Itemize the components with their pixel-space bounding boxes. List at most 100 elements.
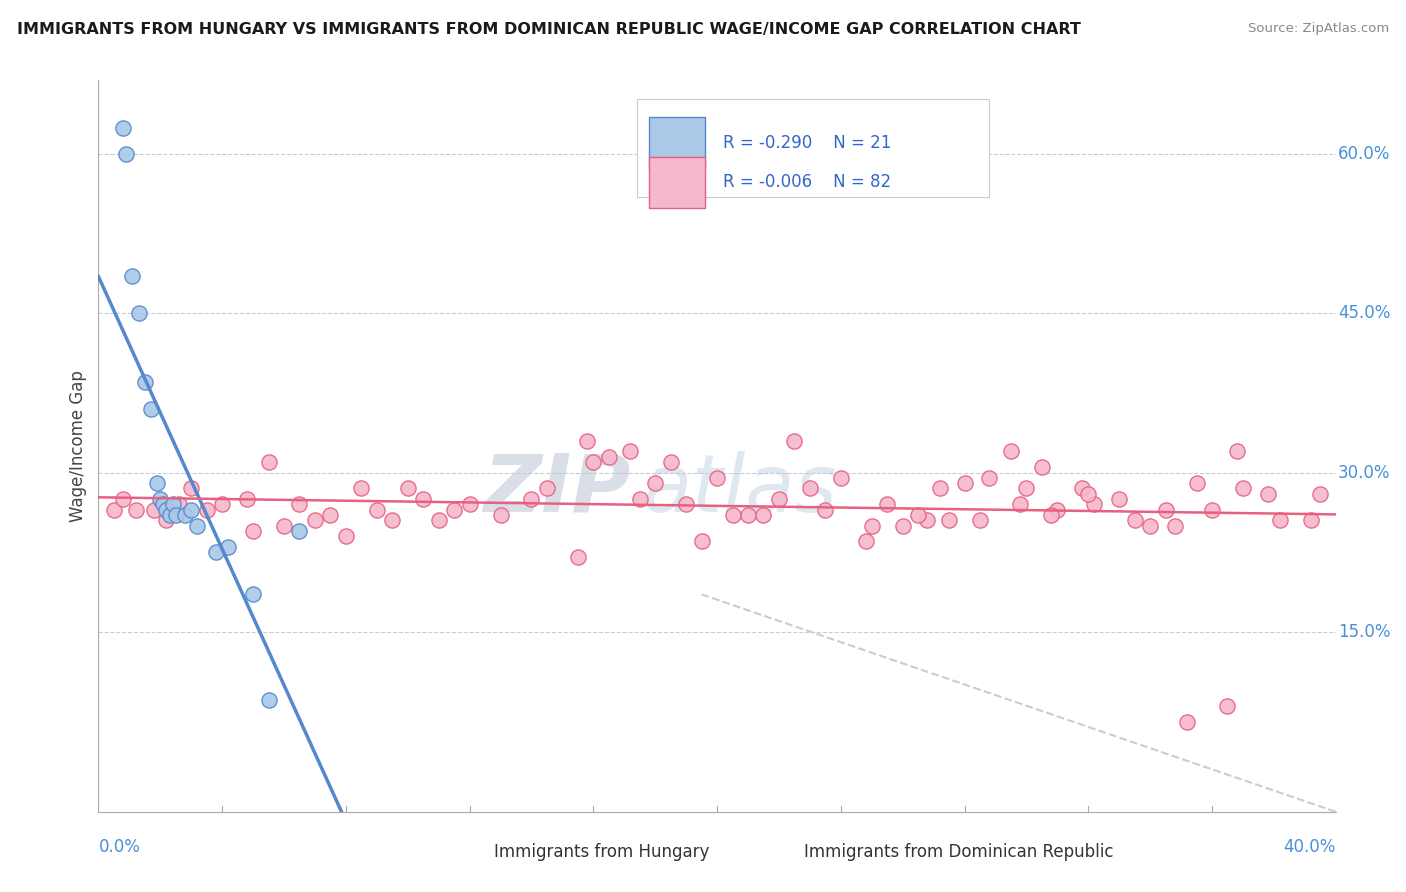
Point: [304, 513, 326, 527]
Text: Immigrants from Dominican Republic: Immigrants from Dominican Republic: [804, 843, 1114, 861]
Point: [907, 508, 929, 522]
Text: 45.0%: 45.0%: [1339, 304, 1391, 323]
Point: [257, 455, 280, 469]
Text: ZIP: ZIP: [484, 450, 630, 529]
Point: [860, 518, 883, 533]
Point: [155, 502, 177, 516]
Point: [520, 491, 543, 506]
Point: [619, 444, 641, 458]
Text: IMMIGRANTS FROM HUNGARY VS IMMIGRANTS FROM DOMINICAN REPUBLIC WAGE/INCOME GAP CO: IMMIGRANTS FROM HUNGARY VS IMMIGRANTS FR…: [17, 22, 1081, 37]
Bar: [650, 157, 704, 208]
Text: R = -0.006    N = 82: R = -0.006 N = 82: [723, 174, 891, 192]
Text: 15.0%: 15.0%: [1339, 623, 1391, 640]
Point: [489, 508, 512, 522]
FancyBboxPatch shape: [637, 99, 990, 197]
Point: [152, 497, 174, 511]
Point: [1010, 497, 1032, 511]
Point: [128, 306, 150, 320]
Point: [103, 502, 125, 516]
Point: [174, 508, 197, 522]
Point: [112, 120, 135, 135]
Point: [139, 401, 162, 416]
Point: [180, 502, 202, 516]
Point: [1154, 502, 1177, 516]
Point: [319, 508, 342, 522]
Point: [1185, 476, 1208, 491]
Point: [1175, 714, 1198, 729]
Point: [628, 491, 651, 506]
Point: [675, 497, 697, 511]
Point: [242, 587, 264, 601]
Point: [783, 434, 806, 448]
Point: [1226, 444, 1249, 458]
Point: [167, 497, 190, 511]
Point: [217, 540, 239, 554]
Point: [146, 476, 169, 491]
Point: [576, 434, 599, 448]
Text: 0.0%: 0.0%: [98, 838, 141, 856]
Point: [1000, 444, 1022, 458]
Point: [396, 482, 419, 496]
Point: [938, 513, 960, 527]
Point: [690, 534, 713, 549]
Point: [1232, 482, 1254, 496]
Y-axis label: Wage/Income Gap: Wage/Income Gap: [69, 370, 87, 522]
Point: [1139, 518, 1161, 533]
Point: [458, 497, 481, 511]
Text: Source: ZipAtlas.com: Source: ZipAtlas.com: [1249, 22, 1389, 36]
Text: 30.0%: 30.0%: [1339, 464, 1391, 482]
Point: [121, 269, 143, 284]
Point: [891, 518, 914, 533]
Point: [979, 471, 1001, 485]
Point: [721, 508, 744, 522]
Text: 40.0%: 40.0%: [1284, 838, 1336, 856]
Point: [242, 524, 264, 538]
Point: [598, 450, 620, 464]
Point: [165, 508, 187, 522]
Point: [1071, 482, 1094, 496]
Point: [366, 502, 388, 516]
Point: [830, 471, 852, 485]
Point: [969, 513, 991, 527]
Point: [381, 513, 404, 527]
Point: [1257, 486, 1279, 500]
Point: [427, 513, 450, 527]
Point: [236, 491, 259, 506]
Point: [288, 524, 311, 538]
Point: [288, 497, 311, 511]
Point: [1123, 513, 1146, 527]
Point: [1040, 508, 1063, 522]
Point: [180, 482, 202, 496]
Point: [706, 471, 728, 485]
Point: [1031, 460, 1053, 475]
Point: [659, 455, 682, 469]
Point: [195, 502, 218, 516]
Point: [124, 502, 146, 516]
Text: atlas: atlas: [643, 450, 838, 529]
Point: [876, 497, 898, 511]
Point: [1015, 482, 1038, 496]
Point: [917, 513, 939, 527]
Point: [567, 550, 589, 565]
Point: [149, 491, 172, 506]
Point: [273, 518, 295, 533]
Point: [799, 482, 821, 496]
Point: [162, 497, 184, 511]
Point: [1309, 486, 1331, 500]
Point: [536, 482, 558, 496]
Point: [644, 476, 666, 491]
Point: [112, 491, 135, 506]
Point: [143, 502, 166, 516]
Point: [205, 545, 228, 559]
Point: [1216, 698, 1239, 713]
Bar: [451, 841, 482, 867]
Point: [1077, 486, 1099, 500]
Point: [115, 147, 138, 161]
Point: [159, 508, 181, 522]
Point: [1164, 518, 1187, 533]
Point: [1083, 497, 1105, 511]
Text: R = -0.290    N = 21: R = -0.290 N = 21: [723, 134, 891, 152]
Point: [350, 482, 373, 496]
Point: [1201, 502, 1223, 516]
Point: [814, 502, 837, 516]
